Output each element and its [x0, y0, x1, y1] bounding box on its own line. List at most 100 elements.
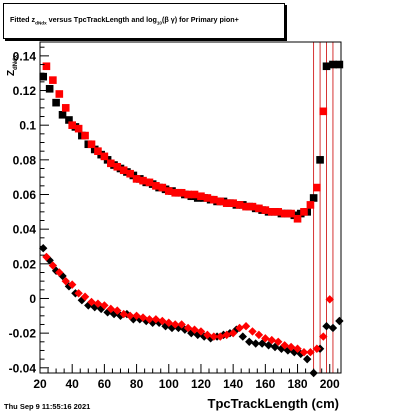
series-1-point-15 [139, 176, 147, 185]
title-text-1: Fitted z [10, 15, 36, 24]
series-3-point-33 [254, 330, 264, 340]
title-subscript-1: dNdx [35, 20, 47, 26]
series-3-point-2 [55, 268, 64, 277]
plot-frame [39, 41, 342, 374]
series-1-point-32 [248, 202, 257, 211]
chart-axes: 20 40 60 80 100 120 140 160 180 200 -0.04 -0.02 0 0.0… [9, 41, 342, 391]
title-subscript-2: 10 [156, 20, 162, 26]
series-1-point-40 [300, 208, 308, 216]
x-axis-label: TpcTrackLength (cm) [207, 396, 339, 411]
title-text-2: versus TpcTrackLength and log [46, 15, 157, 24]
series-3-point-8 [93, 299, 103, 308]
series-0-point-44 [322, 62, 331, 71]
series-2-point-35 [264, 341, 273, 350]
series-3-point-38 [286, 342, 296, 352]
series-1-point-22 [184, 190, 192, 199]
series-3-point-17 [151, 315, 161, 324]
y-tick-label-0.02: 0.02 [13, 257, 37, 271]
series-3-point-34 [261, 334, 270, 343]
series-1-point-2 [55, 90, 64, 98]
series-0-point-45 [329, 60, 337, 69]
y-tick-label--0.04: -0.04 [9, 361, 37, 375]
series-3-point-9 [100, 301, 109, 310]
series-3-point-32 [248, 327, 257, 336]
series-1-point-43 [319, 107, 328, 116]
x-tick-label-20: 20 [33, 377, 47, 391]
series-1-point-33 [255, 204, 263, 213]
x-tick-label-100: 100 [159, 377, 179, 391]
series-1-point-42 [313, 183, 321, 192]
series-0-point-4 [65, 116, 73, 124]
series-3-point-4 [67, 280, 77, 289]
series-3-point-26 [209, 332, 219, 341]
series-3-point-10 [106, 304, 116, 314]
series-1-point-23 [190, 190, 199, 199]
series-3-point-27 [216, 332, 225, 341]
series-3-point-11 [113, 306, 122, 315]
series-2-point-24 [193, 330, 202, 340]
series-2-point-46 [335, 316, 344, 326]
y-tick-label-0.12: 0.12 [13, 84, 37, 98]
series-3-point-36 [274, 337, 283, 347]
x-tick-label-80: 80 [130, 377, 144, 391]
series-3-point-43 [319, 332, 328, 341]
series-1-point-35 [267, 208, 276, 216]
series-0-point-2 [52, 98, 60, 107]
series-1-point-26 [210, 195, 218, 204]
y-tick-label-0.06: 0.06 [13, 188, 37, 202]
series-1-point-0 [42, 62, 51, 71]
series-3-point-18 [158, 316, 167, 326]
series-3-point-15 [138, 313, 148, 322]
x-tick-label-140: 140 [223, 377, 243, 391]
series-3-point-35 [267, 335, 276, 345]
x-tick-label-40: 40 [66, 377, 80, 391]
series-1-point-25 [203, 194, 212, 202]
series-1-point-9 [100, 152, 109, 161]
series-3-point-40 [299, 348, 309, 357]
series-1-point-4 [68, 121, 76, 129]
x-tick-label-160: 160 [255, 377, 275, 391]
series-3-point-3 [61, 276, 70, 286]
x-tick-label-200: 200 [320, 377, 340, 391]
y-tick-label--0.02: -0.02 [9, 327, 37, 341]
series-1-point-8 [94, 147, 102, 155]
series-3-point-1 [48, 261, 58, 270]
series-3-point-22 [183, 323, 193, 333]
y-tick-label-0.1: 0.1 [19, 119, 36, 133]
series-0-point-42 [309, 194, 318, 202]
series-1-point-1 [49, 76, 57, 84]
y-tick-label-0.04: 0.04 [13, 223, 37, 237]
series-0-point-1 [45, 84, 54, 93]
series-2-point-41 [302, 354, 312, 364]
series-1-point-20 [171, 188, 180, 197]
series-2-point-3 [58, 271, 67, 281]
series-0-point-43 [316, 156, 324, 164]
series-3-point-25 [203, 330, 212, 340]
series-1-point-24 [197, 192, 205, 201]
series-3-point-42 [312, 344, 322, 353]
series-3-point-16 [145, 315, 154, 324]
x-tick-label-180: 180 [288, 377, 308, 391]
series-1-point-10 [107, 159, 115, 168]
series-2-point-4 [64, 282, 74, 291]
series-1-point-36 [274, 208, 283, 216]
series-3-point-23 [190, 325, 199, 334]
series-3-point-13 [125, 311, 135, 321]
series-3-point-41 [306, 348, 315, 357]
series-1-point-19 [164, 187, 173, 195]
series-1-point-17 [152, 182, 160, 190]
chart-title: Fitted zdNdx versus TpcTrackLength and l… [10, 15, 239, 25]
x-tick-label-60: 60 [98, 377, 112, 391]
series-2-point-34 [257, 339, 267, 348]
series-3-point-14 [132, 311, 141, 321]
series-2-point-33 [251, 339, 260, 348]
series-1-point-34 [261, 206, 270, 214]
series-3-point-39 [293, 344, 302, 353]
series-3-point-19 [164, 318, 173, 327]
series-1-point-11 [113, 162, 122, 171]
y-tick-label-0.14: 0.14 [13, 49, 37, 63]
series-1-point-31 [242, 202, 250, 211]
series-1-point-29 [229, 199, 237, 207]
series-0-point-0 [39, 72, 48, 81]
x-tick-label-120: 120 [191, 377, 211, 391]
